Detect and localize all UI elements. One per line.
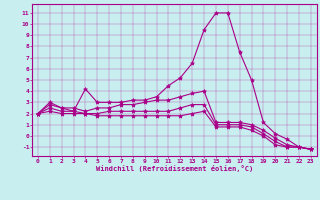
X-axis label: Windchill (Refroidissement éolien,°C): Windchill (Refroidissement éolien,°C) — [96, 165, 253, 172]
